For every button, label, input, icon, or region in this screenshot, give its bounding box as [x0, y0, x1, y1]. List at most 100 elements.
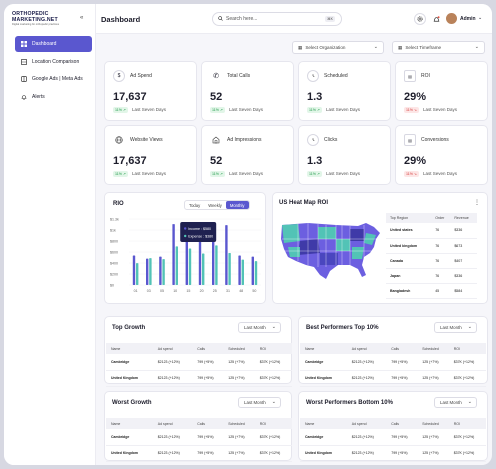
- sidebar-item-location-comparison[interactable]: Location Comparison: [15, 54, 92, 70]
- notification-bell-icon[interactable]: [430, 13, 442, 25]
- clock-icon: [307, 70, 319, 82]
- chart-bar-expense[interactable]: [188, 248, 192, 285]
- col-header: Ad spend: [346, 418, 387, 429]
- table-row[interactable]: United Kingdom $2123 (+12%) 799 (+5%) 125 (…: [300, 370, 486, 387]
- col-header: Revenue: [450, 213, 477, 223]
- more-vertical-icon[interactable]: ⋮: [474, 200, 480, 206]
- brand-logo[interactable]: ORTHOPEDIC MARKETING.NET Digital marketi…: [12, 11, 72, 26]
- sidebar-item-label: Google Ads | Meta Ads: [32, 76, 83, 82]
- stat-card-roi[interactable]: ▤ ROI 29% 11% ↘ Last Seven Days: [395, 61, 488, 121]
- period-select[interactable]: Last Month ⌄: [434, 322, 477, 333]
- chart-bar-income[interactable]: [146, 258, 149, 285]
- grid-icon: [20, 41, 27, 48]
- top-header: Dashboard ⌘K Admin ⌄: [96, 4, 492, 34]
- stat-change-badge: 11% ↗: [210, 171, 225, 177]
- chart-bar-expense[interactable]: [254, 261, 258, 285]
- period-select[interactable]: Last Month ⌄: [238, 397, 281, 408]
- sidebar-nav: Dashboard Location Comparison Google Ads…: [15, 36, 92, 106]
- tab-today[interactable]: Today: [189, 203, 201, 208]
- organization-select[interactable]: ▦ Select Organization ⌄: [292, 41, 384, 54]
- table-row[interactable]: Cambridge $2123 (+12%) 799 (+5%) 125 (+7%) $…: [300, 429, 486, 446]
- chart-bar-income[interactable]: [159, 256, 162, 285]
- user-name[interactable]: Admin: [460, 16, 476, 22]
- period-select[interactable]: Last Month ⌄: [238, 322, 281, 333]
- collapse-sidebar-icon[interactable]: «: [80, 15, 84, 21]
- stat-value: 52: [210, 91, 223, 103]
- top-growth-card: Top Growth Last Month ⌄ Name Ad spend Cal…: [104, 316, 292, 387]
- table-row[interactable]: United Kingdom $2123 (+12%) 799 (+5%) 125 (…: [106, 370, 292, 387]
- stat-card-total-calls[interactable]: ✆ Total Calls 52 11% ↗ Last Seven Days: [201, 61, 294, 121]
- chart-bar-expense[interactable]: [175, 246, 178, 285]
- sidebar-item-dashboard[interactable]: Dashboard: [15, 36, 92, 52]
- period-select-value: Last Month: [440, 325, 462, 330]
- y-tick-label: $400: [110, 261, 118, 265]
- chart-bar-income[interactable]: [172, 224, 175, 285]
- table-row[interactable]: Cambridge $2123 (+12%) 799 (+5%) 125 (+7%) $…: [106, 354, 292, 371]
- chart-bar-expense[interactable]: [202, 253, 205, 285]
- chart-bar-expense[interactable]: [228, 253, 231, 285]
- stat-label: Conversions: [421, 137, 449, 143]
- col-header: Scheduled: [223, 343, 255, 354]
- worst-growth-table: Name Ad spend Calls Scheduled ROI Cambri…: [106, 418, 292, 462]
- table-row[interactable]: Bangladesh 45 $584: [386, 283, 477, 299]
- table-row[interactable]: United Kingdom $2123 (+12%) 799 (+5%) 125 (…: [106, 445, 292, 462]
- search-shortcut: ⌘K: [325, 16, 335, 22]
- chart-bar-income[interactable]: [251, 256, 254, 285]
- search-box[interactable]: ⌘K: [212, 12, 342, 26]
- tab-monthly[interactable]: Monthly: [225, 201, 249, 209]
- col-header: Name: [300, 343, 347, 354]
- best-performers-card: Best Performers Top 10% Last Month ⌄ Name…: [298, 316, 488, 387]
- col-header: Name: [300, 418, 347, 429]
- x-tick-label: 03: [147, 289, 151, 293]
- period-select-value: Last Month: [244, 325, 266, 330]
- stat-card-ad-spend[interactable]: $ Ad Spend 17,637 11% ↗ Last Seven Days: [104, 61, 197, 121]
- stat-change-badge: 11% ↗: [307, 171, 322, 177]
- table-row[interactable]: Canada 76 $407: [386, 253, 477, 269]
- stat-card-clicks[interactable]: Clicks 1.3 11% ↗ Last Seven Days: [298, 125, 391, 185]
- chart-bar-income[interactable]: [225, 225, 228, 285]
- x-tick-label: 05: [160, 289, 164, 293]
- chart-bar-income[interactable]: [238, 255, 241, 285]
- chart-bar-income[interactable]: [198, 231, 202, 285]
- col-header: Scheduled: [417, 418, 449, 429]
- sidebar-item-google-meta-ads[interactable]: Google Ads | Meta Ads: [15, 71, 92, 87]
- chart-bar-expense[interactable]: [215, 245, 218, 285]
- chart-tooltip: [180, 222, 217, 242]
- table-row[interactable]: United Kingdom $2123 (+12%) 799 (+5%) 125 (…: [300, 445, 486, 462]
- chart-bar-expense[interactable]: [149, 258, 152, 285]
- table-row[interactable]: United kingdom 76 $673: [386, 238, 477, 254]
- table-row[interactable]: Japan 76 $336: [386, 268, 477, 284]
- table-row[interactable]: Cambridge $2123 (+12%) 799 (+5%) 125 (+7%) $…: [300, 354, 486, 371]
- stat-card-website-views[interactable]: Website Views 17,637 11% ↗ Last Seven Da…: [104, 125, 197, 185]
- stat-change-badge: 11% ↘: [404, 107, 419, 113]
- stat-card-scheduled[interactable]: Scheduled 1.3 11% ↗ Last Seven Days: [298, 61, 391, 121]
- timeframe-select[interactable]: ▦ Select Timeframe ⌄: [392, 41, 485, 54]
- chart-timeframe-tabs: Today Weekly Monthly: [184, 200, 250, 210]
- stat-card-conversions[interactable]: ▤ Conversions 29% 11% ↘ Last Seven Days: [395, 125, 488, 185]
- us-heat-map[interactable]: [278, 217, 384, 287]
- sidebar-item-alerts[interactable]: Alerts: [15, 89, 92, 105]
- settings-icon[interactable]: [414, 13, 426, 25]
- best-performers-table: Name Ad spend Calls Scheduled ROI Cambri…: [300, 343, 486, 387]
- avatar[interactable]: [446, 13, 457, 24]
- col-header: Top Region: [386, 213, 432, 223]
- y-tick-label: $1k: [110, 228, 116, 232]
- search-input[interactable]: [226, 16, 321, 22]
- map-title: US Heat Map ROI: [279, 200, 329, 206]
- chart-bar-expense[interactable]: [136, 263, 139, 285]
- x-tick-label: 50: [252, 289, 256, 293]
- chart-bar-expense[interactable]: [162, 259, 165, 285]
- table-row[interactable]: United states 76 $336: [386, 223, 477, 239]
- chevron-down-icon[interactable]: ⌄: [478, 15, 483, 21]
- tab-weekly[interactable]: Weekly: [208, 203, 222, 208]
- organization-select-value: Select Organization: [305, 45, 346, 50]
- period-select[interactable]: Last Month ⌄: [434, 397, 477, 408]
- stat-label: Total Calls: [227, 73, 251, 79]
- stat-card-ad-impressions[interactable]: Ad Impressions 52 11% ↗ Last Seven Days: [201, 125, 294, 185]
- sidebar-item-label: Location Comparison: [32, 58, 80, 65]
- chart-bar-income[interactable]: [185, 229, 188, 285]
- table-title: Best Performers Top 10%: [306, 325, 379, 331]
- table-row[interactable]: Cambridge $2123 (+12%) 799 (+5%) 125 (+7%) $…: [106, 429, 292, 446]
- chart-bar-income[interactable]: [132, 255, 136, 285]
- chart-bar-expense[interactable]: [241, 259, 244, 285]
